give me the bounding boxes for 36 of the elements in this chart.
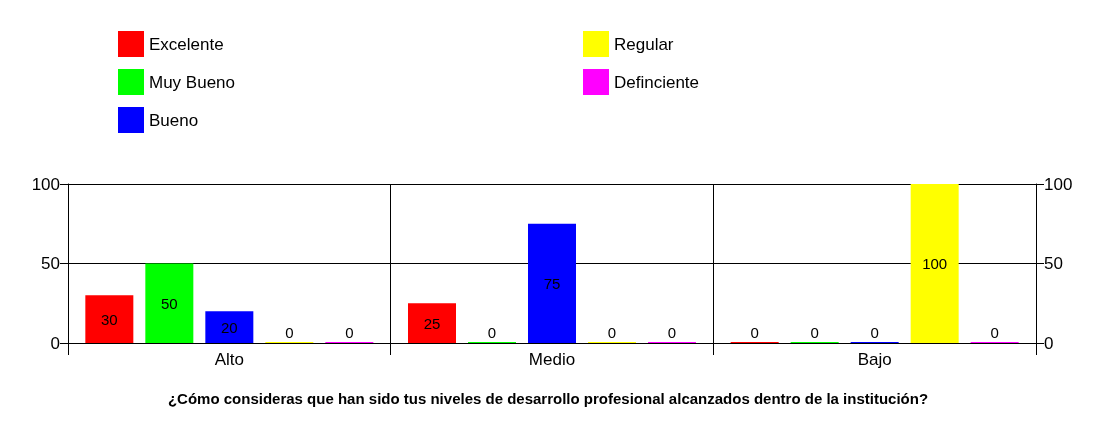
data-label: 100 — [922, 255, 948, 272]
y-tick-label: 100 — [31, 174, 60, 194]
data-label: 25 — [423, 314, 441, 332]
data-label: 30 — [100, 310, 118, 328]
data-label: 0 — [487, 324, 497, 341]
bar — [145, 263, 194, 343]
data-label: 75 — [543, 274, 561, 292]
x-tick-label: Bajo — [857, 350, 892, 369]
bar — [85, 295, 134, 343]
data-label: 0 — [810, 324, 819, 341]
data-label: 0 — [870, 324, 879, 341]
y2-tick-label: 100 — [1044, 174, 1073, 194]
data-label: 50 — [160, 294, 178, 312]
y2-tick-label: 0 — [1044, 333, 1054, 353]
x-tick-label: Medio — [528, 350, 576, 369]
legend-label: Muy Bueno — [149, 72, 235, 92]
data-label: 0 — [990, 324, 999, 341]
bar — [910, 184, 959, 343]
data-label: 0 — [667, 324, 677, 341]
x-tick-label: Alto — [214, 350, 244, 369]
legend-label: Regular — [614, 34, 674, 54]
bar — [528, 223, 576, 343]
y2-tick-label: 50 — [1044, 254, 1063, 273]
y-tick-label: 0 — [50, 333, 60, 353]
data-label: 0 — [285, 324, 294, 341]
y-tick-label: 50 — [41, 254, 60, 273]
data-label: 0 — [607, 324, 617, 341]
data-label: 20 — [220, 318, 238, 336]
legend-label: Bueno — [149, 110, 199, 130]
data-label: 0 — [750, 324, 759, 341]
text: ¿Cómo consideras que han sido tus niveles de desarrollo profesional alcanzados dentro de la institución? — [167, 390, 929, 407]
legend-label: Excelente — [149, 34, 224, 54]
bar — [205, 311, 254, 343]
legend-label: Definciente — [614, 72, 700, 92]
bar — [408, 303, 456, 343]
data-label: 0 — [345, 324, 354, 341]
